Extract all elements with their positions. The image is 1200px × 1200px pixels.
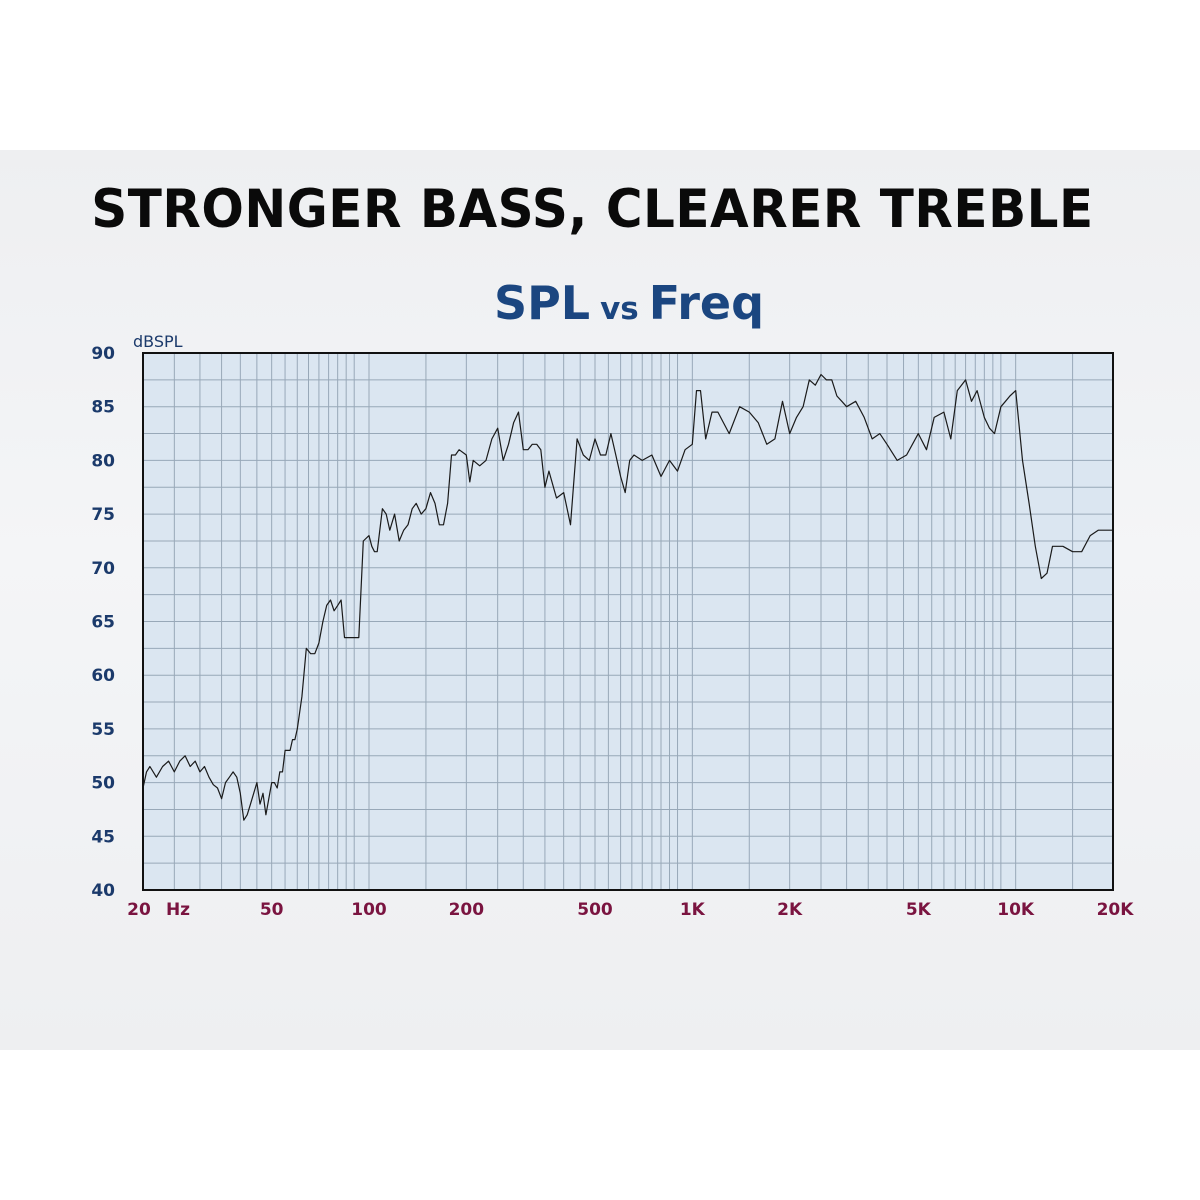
x-tick-label: 50 xyxy=(260,900,284,920)
y-tick-label: 70 xyxy=(91,559,115,579)
y-tick-label: 45 xyxy=(91,827,115,847)
x-tick-labels: 20 Hz 50 100 200 500 1K 2K 5K 10K 20K xyxy=(127,900,1134,920)
plot-frame xyxy=(142,352,1114,891)
y-tick-labels: 40 45 50 55 60 65 70 75 80 85 90 xyxy=(91,344,115,901)
y-tick-label: 40 xyxy=(91,881,115,901)
x-tick-label: 20 xyxy=(127,900,151,920)
x-tick-label: 200 xyxy=(449,900,485,920)
y-tick-label: 65 xyxy=(91,613,115,633)
x-tick-label: 5K xyxy=(906,900,932,920)
y-tick-label: 50 xyxy=(91,774,115,794)
response-curve xyxy=(142,373,1113,821)
y-tick-label: 85 xyxy=(91,398,115,418)
y-axis-unit-label: dBSPL xyxy=(133,332,183,351)
y-tick-label: 75 xyxy=(91,505,115,525)
chart-title: SPL vs Freq xyxy=(0,276,1200,330)
x-tick-label: 20K xyxy=(1097,900,1135,920)
y-tick-label: 80 xyxy=(91,451,115,471)
chart-title-spl: SPL xyxy=(493,276,591,330)
y-tick-label: 55 xyxy=(91,720,115,740)
x-tick-label: Hz xyxy=(166,900,190,920)
x-tick-label: 2K xyxy=(777,900,803,920)
chart-title-freq: Freq xyxy=(648,276,765,330)
y-tick-label: 90 xyxy=(91,344,115,364)
x-tick-label: 500 xyxy=(577,900,613,920)
chart-title-vs: vs xyxy=(600,291,639,327)
x-tick-label: 1K xyxy=(680,900,706,920)
y-tick-label: 60 xyxy=(91,666,115,686)
grid-lines xyxy=(142,352,1114,891)
x-tick-label: 100 xyxy=(351,900,387,920)
x-tick-label: 10K xyxy=(997,900,1035,920)
page-headline: STRONGER BASS, CLEARER TREBLE xyxy=(91,178,1094,240)
